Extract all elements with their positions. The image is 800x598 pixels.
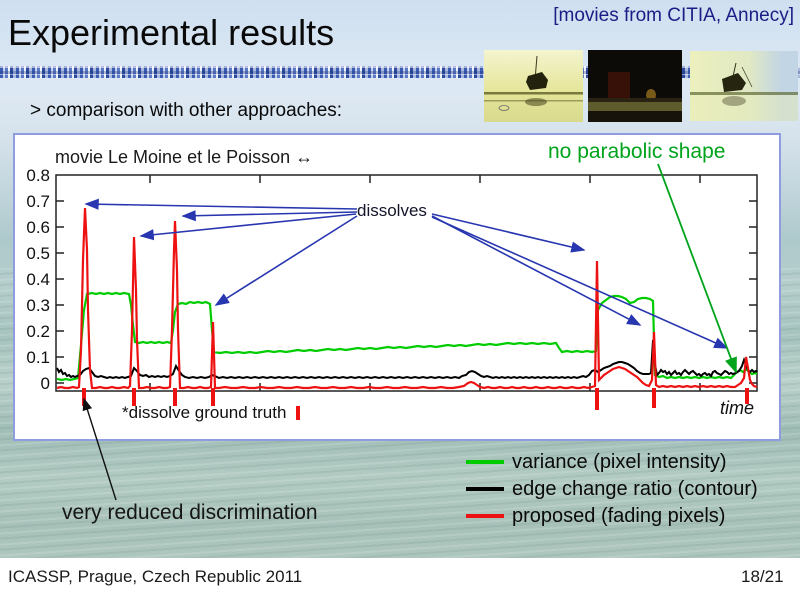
legend-row-variance: variance (pixel intensity) xyxy=(466,450,758,473)
proposed-line-swatch xyxy=(466,514,504,518)
credit-text: [movies from CITIA, Annecy] xyxy=(553,5,794,26)
no-parabolic-annotation: no parabolic shape xyxy=(548,140,726,163)
legend-label: edge change ratio (contour) xyxy=(512,477,758,500)
page-title: Experimental results xyxy=(8,12,335,53)
movie-thumbnail-3 xyxy=(690,51,798,121)
ground-truth-label: *dissolve ground truth xyxy=(122,403,301,423)
legend-label: proposed (fading pixels) xyxy=(512,504,726,527)
chart-panel xyxy=(13,133,781,441)
y-tick-label: 0.1 xyxy=(26,348,50,367)
ground-truth-label-text: *dissolve ground truth xyxy=(122,403,287,422)
edge-change-ratio-line-swatch xyxy=(466,487,504,491)
movie-thumbnail-2 xyxy=(588,50,682,122)
footer-strip xyxy=(0,558,800,598)
legend-row-proposed: proposed (fading pixels) xyxy=(466,504,758,527)
slide-subtitle: > comparison with other approaches: xyxy=(30,100,343,121)
footer-conference: ICASSP, Prague, Czech Republic 2011 xyxy=(8,567,303,586)
legend-label: variance (pixel intensity) xyxy=(512,450,727,473)
y-tick-label: 0.6 xyxy=(26,218,50,237)
y-tick-label: 0.4 xyxy=(26,270,50,289)
y-tick-label: 0.7 xyxy=(26,192,50,211)
dissolves-annotation: dissolves xyxy=(357,201,427,220)
y-tick-label: 0.5 xyxy=(26,244,50,263)
chart-title: movie Le Moine et le Poisson ↔ xyxy=(55,147,314,167)
y-tick-label: 0.3 xyxy=(26,296,50,315)
footer-page-number: 18/21 xyxy=(741,567,784,586)
very-reduced-annotation: very reduced discrimination xyxy=(62,501,318,524)
chart-legend: variance (pixel intensity) edge change r… xyxy=(466,450,758,527)
legend-row-edge-change-ratio: edge change ratio (contour) xyxy=(466,477,758,500)
movie-thumbnail-1 xyxy=(484,50,583,122)
ground-truth-tick-swatch xyxy=(296,406,301,420)
y-tick-label: 0 xyxy=(40,374,50,393)
y-tick-label: 0.8 xyxy=(26,166,50,185)
x-axis-label: time xyxy=(720,398,755,418)
y-tick-label: 0.2 xyxy=(26,322,50,341)
variance-line-swatch xyxy=(466,460,504,464)
